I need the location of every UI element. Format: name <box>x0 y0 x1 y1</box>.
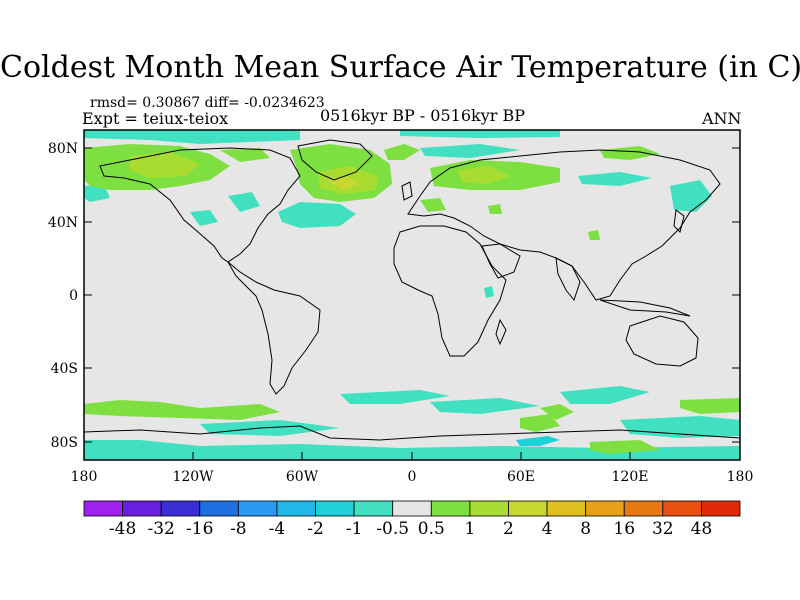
colorbar-label: -48 <box>108 519 137 539</box>
lat-tick-label: 80N <box>48 141 78 157</box>
lat-axis <box>84 147 740 443</box>
colorbar-swatch <box>662 500 702 517</box>
positive-anomaly-regions <box>84 144 740 454</box>
colorbar-label: 16 <box>613 519 636 539</box>
colorbar-label: 48 <box>690 519 713 539</box>
colorbar-swatch <box>353 500 394 517</box>
colorbar-swatch <box>623 500 664 517</box>
map-title: Coldest Month Mean Surface Air Temperatu… <box>0 50 800 85</box>
colorbar-swatch <box>701 500 741 517</box>
colorbar-swatch <box>392 500 432 517</box>
map-background <box>84 130 740 460</box>
lon-tick-label: 120W <box>172 469 214 485</box>
colorbar-label: 0.5 <box>417 519 445 539</box>
colorbar-swatch <box>469 500 509 517</box>
colorbar-label: -2 <box>307 519 324 539</box>
colorbar-label: -32 <box>147 519 175 539</box>
colorbar-swatch <box>508 500 548 517</box>
colorbar-swatch <box>160 500 201 517</box>
colorbar-swatch <box>430 500 471 517</box>
period-line: 0516kyr BP - 0516kyr BP <box>320 106 525 125</box>
coastlines <box>84 139 740 441</box>
lat-tick-label: 80S <box>51 435 78 451</box>
colorbar-label: -0.5 <box>376 519 410 539</box>
lon-axis <box>83 452 741 460</box>
colorbar-swatch <box>237 500 278 517</box>
colorbar-label: -8 <box>230 519 247 539</box>
lon-tick-label: 180 <box>71 469 98 485</box>
lat-tick-label: 40N <box>48 215 78 231</box>
colorbar-swatch <box>199 500 239 517</box>
colorbar-label: -1 <box>345 519 363 539</box>
colorbar-label: 4 <box>541 519 553 539</box>
colorbar-label: -4 <box>268 519 286 539</box>
colorbar-label: 8 <box>580 519 592 539</box>
colorbar-swatch <box>315 500 355 517</box>
colorbar-label: 1 <box>464 519 476 539</box>
colorbar <box>83 500 741 517</box>
colorbar-swatch <box>585 500 625 517</box>
lon-tick-label: 180 <box>727 469 754 485</box>
colorbar-swatch <box>276 500 316 517</box>
colorbar-label: -16 <box>186 519 214 539</box>
colorbar-label: 2 <box>503 519 514 539</box>
colorbar-label: 32 <box>651 519 674 539</box>
lat-tick-label: 0 <box>69 288 78 304</box>
lon-tick-label: 120E <box>612 469 649 485</box>
experiment-line: Expt = teiux-teiox <box>82 109 229 128</box>
lat-tick-label: 40S <box>51 361 78 377</box>
season-label: ANN <box>702 109 742 128</box>
lon-tick-label: 60W <box>286 469 319 485</box>
colorbar-swatch <box>83 500 123 517</box>
stats-line: rmsd= 0.30867 diff= -0.0234623 <box>90 95 325 111</box>
lon-tick-label: 60E <box>507 469 535 485</box>
colorbar-swatch <box>122 500 162 517</box>
colorbar-swatch <box>546 500 587 517</box>
lon-tick-label: 0 <box>408 469 417 485</box>
